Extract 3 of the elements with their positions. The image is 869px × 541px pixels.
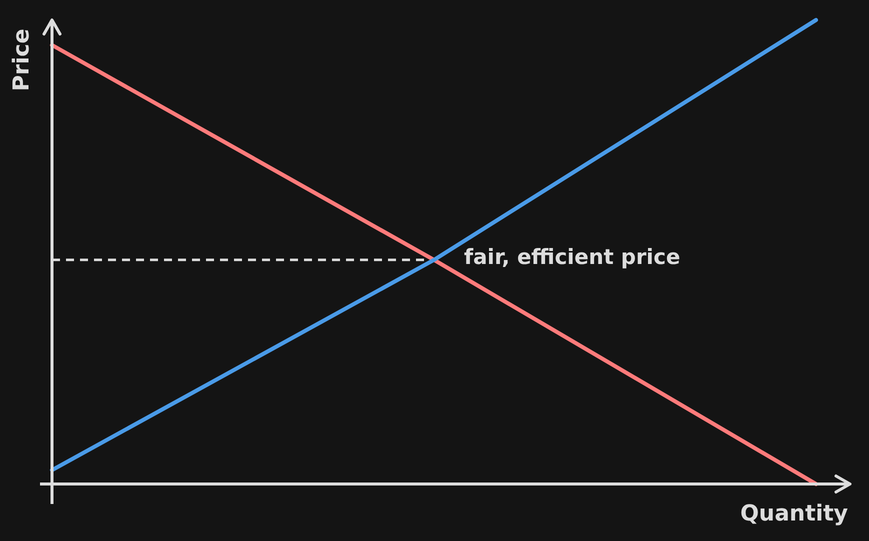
y-axis-title: Price: [10, 28, 34, 92]
annotation: fair, efficient price: [464, 244, 680, 269]
x-axis-title: Quantity: [740, 502, 848, 526]
